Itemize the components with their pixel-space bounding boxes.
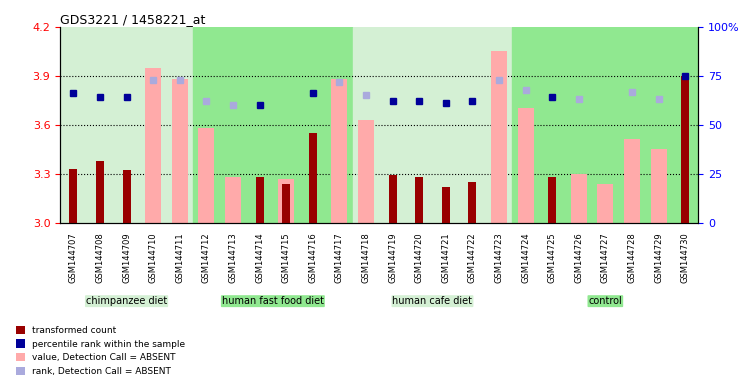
Bar xyxy=(491,51,507,223)
Bar xyxy=(198,128,214,223)
Bar xyxy=(358,120,374,223)
Bar xyxy=(96,161,104,223)
Text: chimpanzee diet: chimpanzee diet xyxy=(86,296,167,306)
Bar xyxy=(145,68,161,223)
Bar xyxy=(193,27,353,223)
Bar xyxy=(69,169,77,223)
Bar xyxy=(548,177,556,223)
Bar xyxy=(517,108,533,223)
Bar xyxy=(415,177,423,223)
Bar xyxy=(172,79,188,223)
Bar xyxy=(122,170,131,223)
Text: GDS3221 / 1458221_at: GDS3221 / 1458221_at xyxy=(60,13,206,26)
Bar xyxy=(597,184,614,223)
Text: human fast food diet: human fast food diet xyxy=(222,296,324,306)
Bar xyxy=(282,184,290,223)
Bar xyxy=(388,175,397,223)
Bar xyxy=(278,179,294,223)
Legend: transformed count, percentile rank within the sample, value, Detection Call = AB: transformed count, percentile rank withi… xyxy=(12,322,189,379)
Bar xyxy=(255,177,264,223)
Bar xyxy=(512,27,698,223)
Bar xyxy=(624,139,640,223)
Bar xyxy=(309,133,317,223)
Bar xyxy=(331,79,347,223)
Bar xyxy=(469,182,476,223)
Text: protocol ▶: protocol ▶ xyxy=(0,383,1,384)
Text: control: control xyxy=(589,296,623,306)
Bar xyxy=(681,76,689,223)
Text: human cafe diet: human cafe diet xyxy=(393,296,472,306)
Bar xyxy=(353,27,512,223)
Bar xyxy=(650,149,667,223)
Bar xyxy=(60,27,193,223)
Bar xyxy=(225,177,241,223)
Bar xyxy=(442,187,450,223)
Bar xyxy=(571,174,587,223)
